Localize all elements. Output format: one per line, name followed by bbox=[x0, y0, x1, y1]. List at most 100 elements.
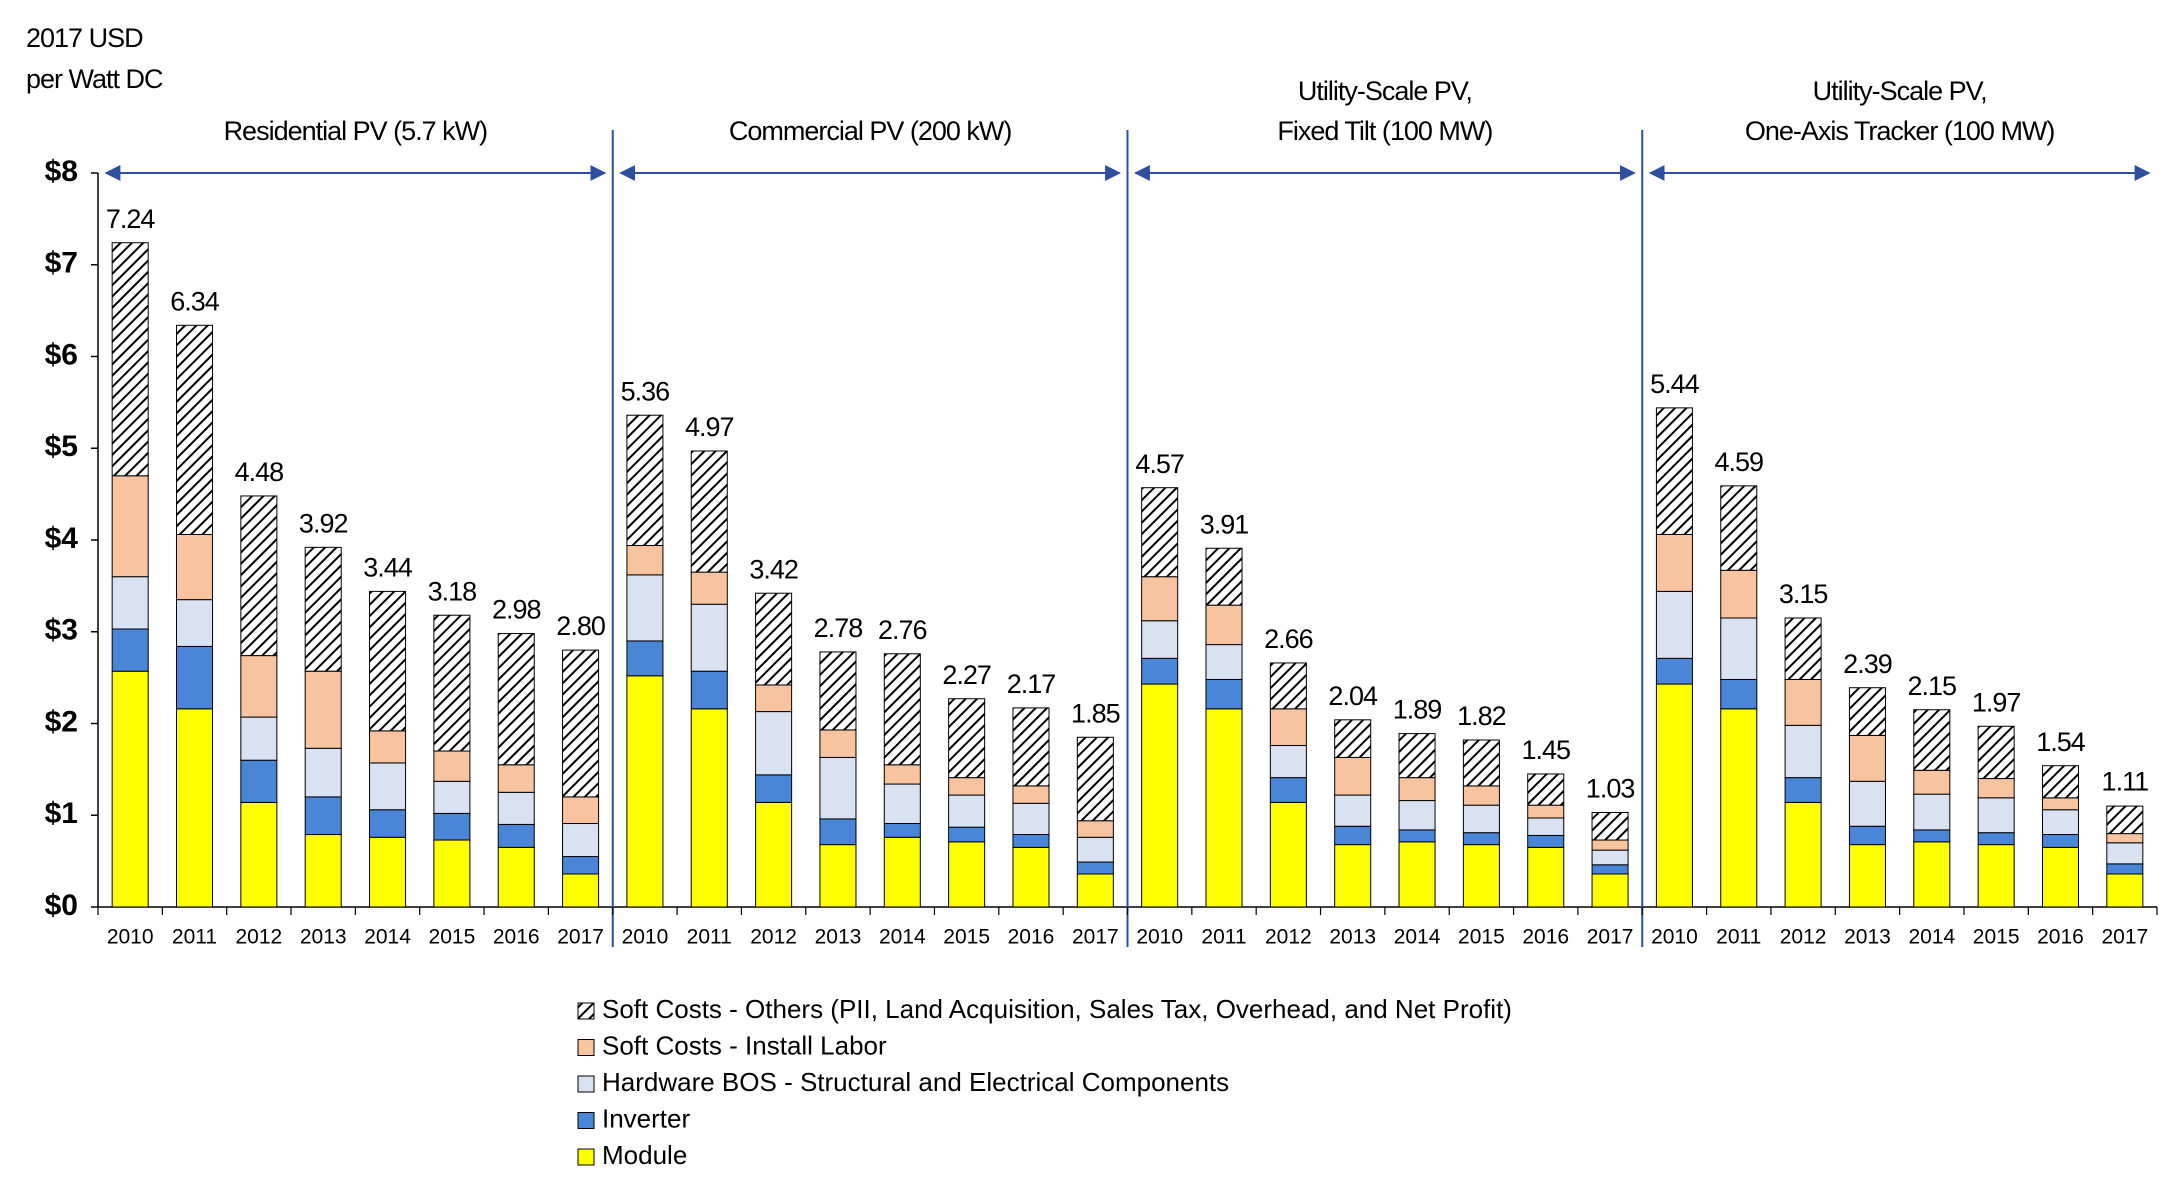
total-label: 3.42 bbox=[749, 554, 798, 584]
x-tick-label: 2010 bbox=[622, 926, 669, 949]
bar-segment bbox=[369, 809, 407, 838]
bar-segment bbox=[1205, 604, 1243, 646]
total-label: 2.78 bbox=[814, 613, 863, 643]
bar-segment bbox=[111, 670, 149, 908]
bar-segment bbox=[626, 414, 664, 547]
bar-segment bbox=[755, 711, 793, 776]
bar-segment bbox=[819, 651, 857, 731]
bar-segment bbox=[175, 708, 214, 908]
bar-segment bbox=[1720, 485, 1758, 571]
bar-segment bbox=[1848, 687, 1886, 736]
bar-segment bbox=[111, 242, 149, 477]
bar-segment bbox=[497, 846, 535, 908]
bar-segment bbox=[819, 756, 857, 820]
bar-segment bbox=[883, 653, 921, 766]
bar-segment bbox=[1398, 800, 1436, 831]
bar-segment bbox=[369, 590, 407, 732]
bar-segment bbox=[883, 783, 921, 825]
total-label: 2.17 bbox=[1007, 669, 1056, 699]
x-tick-label: 2013 bbox=[815, 926, 862, 949]
legend-label: Soft Costs - Others (PII, Land Acquisiti… bbox=[602, 994, 1512, 1024]
bar-segment bbox=[1784, 617, 1822, 680]
x-tick-label: 2015 bbox=[429, 926, 476, 949]
bar-segment bbox=[1527, 846, 1565, 908]
x-tick-label: 2017 bbox=[1587, 926, 1634, 949]
total-label: 1.85 bbox=[1071, 698, 1120, 728]
total-label: 4.57 bbox=[1135, 449, 1184, 479]
bar-segment bbox=[1655, 683, 1693, 908]
bar-segment bbox=[1720, 569, 1758, 619]
bar-segment bbox=[433, 780, 471, 814]
bar-segment bbox=[1977, 797, 2015, 834]
x-tick-label: 2015 bbox=[943, 926, 990, 949]
bar-segment bbox=[1591, 864, 1629, 875]
bar-segment bbox=[433, 614, 471, 752]
bar-segment bbox=[1591, 849, 1629, 866]
bar-segment bbox=[1012, 834, 1050, 848]
bar-segment bbox=[1012, 785, 1050, 804]
y-tick-label: $1 bbox=[45, 797, 78, 830]
bar-segment bbox=[1141, 576, 1179, 622]
x-tick-label: 2016 bbox=[1522, 926, 1569, 949]
bar-segment bbox=[1462, 804, 1500, 834]
x-tick-label: 2013 bbox=[300, 926, 347, 949]
y-tick-label: $7 bbox=[45, 247, 78, 280]
y-tick-label: $0 bbox=[45, 889, 78, 922]
panel-title: Utility-Scale PV, bbox=[1298, 76, 1472, 106]
bar-segment bbox=[1012, 846, 1050, 908]
total-label: 3.44 bbox=[363, 553, 413, 583]
bar-segment bbox=[755, 801, 793, 908]
bar-segment bbox=[1913, 709, 1951, 771]
legend-label: Hardware BOS - Structural and Electrical… bbox=[602, 1067, 1229, 1097]
bar-segment bbox=[369, 730, 407, 764]
bar-segment bbox=[690, 571, 728, 605]
y-tick-label: $6 bbox=[45, 338, 78, 371]
total-label: 2.66 bbox=[1264, 624, 1313, 654]
bar-segment bbox=[690, 450, 728, 573]
bar-segment bbox=[1462, 739, 1500, 787]
bar-segment bbox=[1141, 657, 1179, 685]
total-label: 5.36 bbox=[621, 376, 670, 406]
x-tick-label: 2017 bbox=[2101, 926, 2148, 949]
bar-segment bbox=[1848, 825, 1886, 846]
bar-segment bbox=[369, 836, 407, 908]
x-tick-label: 2010 bbox=[1651, 926, 1698, 949]
bar-segment bbox=[175, 599, 214, 647]
bar-segment bbox=[883, 764, 921, 785]
legend-swatch bbox=[577, 1112, 595, 1129]
total-label: 2.98 bbox=[492, 595, 541, 625]
x-tick-label: 2010 bbox=[107, 926, 154, 949]
bar-segment bbox=[1269, 662, 1307, 710]
panel-title: One-Axis Tracker (100 MW) bbox=[1745, 116, 2055, 146]
bar-segment bbox=[1076, 736, 1114, 822]
bar-segment bbox=[1527, 804, 1565, 819]
bar-segment bbox=[1848, 844, 1886, 908]
panel-title: Commercial PV (200 kW) bbox=[729, 116, 1012, 146]
bar-segment bbox=[562, 873, 600, 908]
bar-segment bbox=[2041, 809, 2080, 836]
bar-segment bbox=[1655, 533, 1693, 592]
bar-segment bbox=[240, 716, 278, 761]
bar-segment bbox=[304, 670, 342, 749]
bar-segment bbox=[690, 670, 728, 710]
x-tick-label: 2015 bbox=[1973, 926, 2020, 949]
x-tick-label: 2014 bbox=[364, 926, 411, 949]
x-tick-label: 2014 bbox=[1908, 926, 1955, 949]
x-tick-label: 2016 bbox=[2037, 926, 2084, 949]
bar-segment bbox=[1784, 801, 1822, 908]
bar-segment bbox=[240, 495, 278, 657]
bar-segment bbox=[433, 812, 471, 841]
bar-segment bbox=[1141, 487, 1179, 578]
bar-segment bbox=[755, 684, 793, 713]
total-label: 3.92 bbox=[299, 508, 348, 538]
y-tick-label: $4 bbox=[45, 522, 79, 555]
bar-segment bbox=[948, 698, 986, 779]
bar-segment bbox=[1141, 620, 1179, 659]
x-tick-label: 2015 bbox=[1458, 926, 1505, 949]
bar-segment bbox=[1655, 407, 1693, 535]
bar-segment bbox=[1205, 547, 1243, 606]
bar-segment bbox=[1076, 861, 1114, 875]
bar-segment bbox=[1205, 644, 1243, 680]
bar-segment bbox=[1269, 801, 1307, 908]
